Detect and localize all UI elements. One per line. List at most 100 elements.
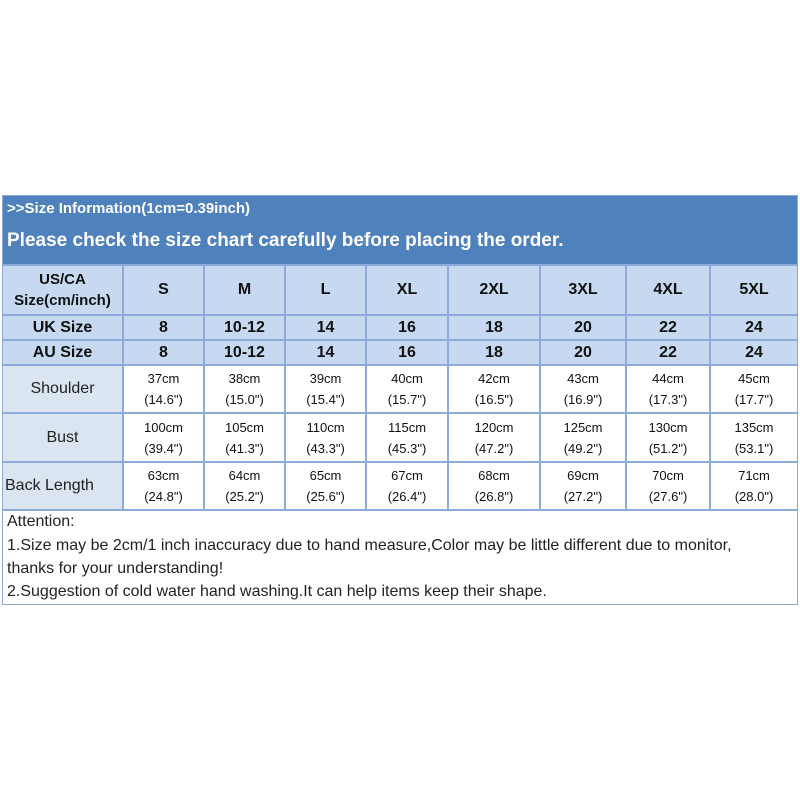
row-label: AU Size: [32, 343, 93, 361]
size-value: 18: [485, 343, 503, 361]
measure-cell: 67cm (26.4"): [366, 462, 448, 510]
measure-inch: (15.4"): [306, 392, 345, 407]
measure-cell: 39cm (15.4"): [285, 365, 366, 413]
attention-line: thanks for your understanding!: [7, 560, 224, 577]
header-label-cell: US/CA Size(cm/inch): [2, 265, 123, 315]
size-header-cell: 4XL: [626, 265, 710, 315]
measure-cm: 105cm: [224, 419, 265, 435]
measure-inch: (45.3"): [387, 440, 427, 456]
size-cell: 18: [448, 340, 540, 365]
size-header: S: [158, 281, 169, 298]
measure-cell: 43cm (16.9"): [540, 365, 626, 413]
attention-line: Attention:: [7, 513, 75, 530]
size-value: 24: [745, 318, 763, 336]
measure-cell: 38cm (15.0"): [204, 365, 285, 413]
size-cell: 8: [123, 315, 204, 340]
measure-cell: 115cm (45.3"): [366, 413, 448, 462]
measure-inch: (41.3"): [225, 440, 264, 456]
measure-inch: (27.6"): [648, 489, 688, 504]
measure-inch: (53.1"): [734, 440, 774, 456]
size-header-cell: 5XL: [710, 265, 798, 315]
header-label: US/CA: [39, 271, 86, 288]
measure-cm: 40cm: [391, 371, 423, 386]
measure-cm: 43cm: [567, 371, 599, 386]
size-header: 4XL: [653, 281, 683, 298]
row-label: Bust: [46, 428, 79, 446]
measure-cm: 100cm: [143, 419, 184, 435]
size-header: 5XL: [739, 281, 769, 298]
measure-inch: (25.6"): [306, 489, 345, 504]
measure-inch: (27.2"): [563, 489, 603, 504]
size-value: 10-12: [224, 343, 265, 361]
size-cell: 24: [710, 340, 798, 365]
measure-cell: 37cm (14.6"): [123, 365, 204, 413]
measure-inch: (26.8"): [474, 489, 514, 504]
measure-cell: 70cm (27.6"): [626, 462, 710, 510]
size-cell: 20: [540, 340, 626, 365]
row-label: Back Length: [5, 477, 94, 494]
measure-cm: 69cm: [567, 468, 599, 483]
measure-inch: (17.3"): [648, 392, 688, 407]
measure-inch: (25.2"): [225, 489, 264, 504]
measure-inch: (51.2"): [648, 440, 688, 456]
size-header: 2XL: [479, 281, 509, 298]
row-label-cell: Back Length: [2, 462, 123, 510]
measure-cell: 63cm (24.8"): [123, 462, 204, 510]
measure-cm: 42cm: [478, 371, 510, 386]
measure-cm: 64cm: [228, 468, 261, 483]
size-value: 10-12: [224, 318, 265, 336]
measure-inch: (47.2"): [474, 440, 514, 456]
row-label: UK Size: [32, 318, 93, 336]
banner-info: >>Size Information(1cm=0.39inch): [7, 200, 250, 217]
size-cell: 14: [285, 340, 366, 365]
size-header-cell: M: [204, 265, 285, 315]
measure-cm: 135cm: [734, 419, 774, 435]
size-cell: 8: [123, 340, 204, 365]
size-value: 14: [316, 343, 335, 361]
size-value: 16: [398, 343, 416, 361]
size-header-cell: L: [285, 265, 366, 315]
measure-cm: 130cm: [648, 419, 688, 435]
measure-cell: 120cm (47.2"): [448, 413, 540, 462]
measure-inch: (16.5"): [474, 392, 514, 407]
measure-cm: 45cm: [738, 371, 770, 386]
size-cell: 18: [448, 315, 540, 340]
row-label-cell: Bust: [2, 413, 123, 462]
measure-inch: (14.6"): [144, 392, 183, 407]
size-header-cell: XL: [366, 265, 448, 315]
measure-cell: 130cm (51.2"): [626, 413, 710, 462]
size-value: 20: [574, 318, 592, 336]
measure-cell: 105cm (41.3"): [204, 413, 285, 462]
measure-cell: 44cm (17.3"): [626, 365, 710, 413]
size-cell: 24: [710, 315, 798, 340]
measure-cm: 65cm: [309, 468, 342, 483]
measure-cm: 110cm: [306, 419, 345, 435]
attention-box: Attention: 1.Size may be 2cm/1 inch inacc…: [2, 510, 798, 605]
measure-cm: 68cm: [478, 468, 510, 483]
attention-line: 2.Suggestion of cold water hand washing.…: [7, 583, 547, 600]
measure-inch: (43.3"): [306, 440, 345, 456]
size-value: 18: [485, 318, 503, 336]
size-value: 22: [659, 343, 677, 361]
row-label-cell: UK Size: [2, 315, 123, 340]
measure-cm: 37cm: [147, 371, 180, 386]
measure-inch: (49.2"): [563, 440, 603, 456]
measure-cell: 68cm (26.8"): [448, 462, 540, 510]
size-cell: 20: [540, 315, 626, 340]
measure-cell: 65cm (25.6"): [285, 462, 366, 510]
size-value: 8: [159, 343, 168, 361]
banner: >>Size Information(1cm=0.39inch) Please …: [2, 195, 798, 265]
size-header: M: [237, 281, 252, 298]
size-cell: 10-12: [204, 315, 285, 340]
measure-inch: (24.8"): [144, 489, 183, 504]
attention-line: 1.Size may be 2cm/1 inch inaccuracy due …: [7, 537, 732, 554]
measure-cm: 115cm: [387, 419, 427, 435]
size-value: 14: [316, 318, 335, 336]
measure-cm: 63cm: [147, 468, 180, 483]
size-cell: 16: [366, 315, 448, 340]
size-value: 8: [159, 318, 168, 336]
size-value: 16: [398, 318, 416, 336]
measure-cell: 64cm (25.2"): [204, 462, 285, 510]
banner-notice: Please check the size chart carefully be…: [7, 230, 564, 251]
measure-cm: 67cm: [391, 468, 423, 483]
